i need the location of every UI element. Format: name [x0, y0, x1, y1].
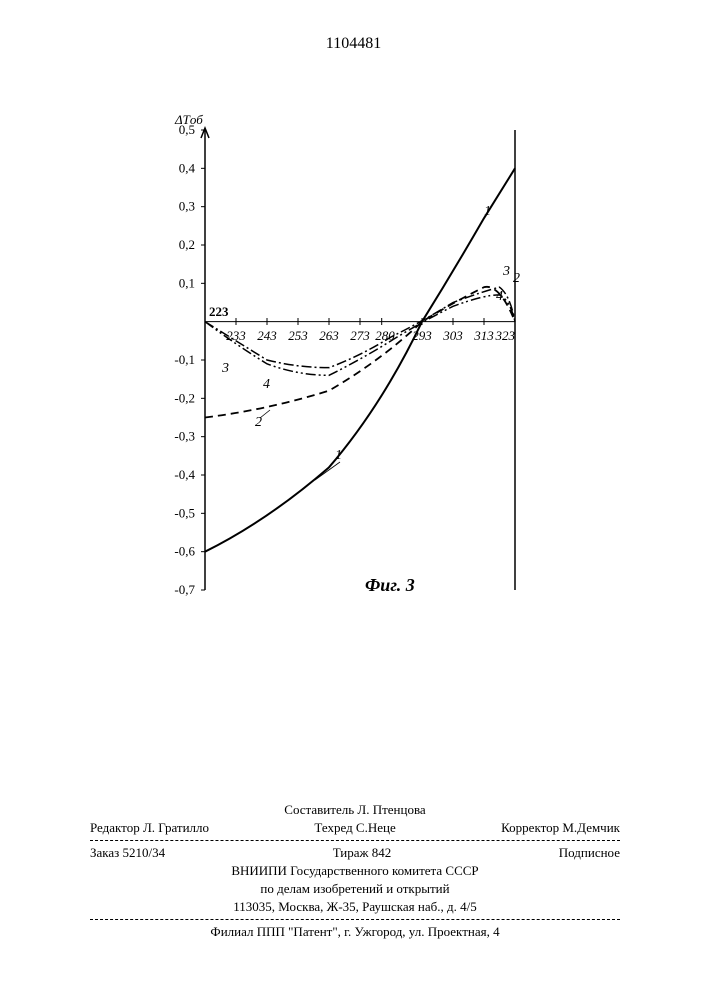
order: Заказ 5210/34	[90, 845, 165, 861]
curve-1	[205, 168, 515, 551]
leader-2	[260, 410, 270, 418]
svg-text:-0,1: -0,1	[174, 352, 195, 367]
x-ticks: 223 233 243 253 263 273 280 293 303 313 …	[209, 304, 516, 343]
corrector: Корректор М.Демчик	[501, 820, 620, 836]
compiler-line: Составитель Л. Птенцова	[90, 802, 620, 818]
divider-2	[90, 919, 620, 920]
tech-editor: Техред С.Неце	[314, 820, 395, 836]
svg-text:-0,7: -0,7	[174, 582, 195, 597]
curve-2	[205, 287, 515, 418]
svg-text:323: 323	[495, 328, 516, 343]
y-axis-label: ΔTоб	[174, 112, 203, 127]
svg-text:0,3: 0,3	[179, 199, 195, 214]
chart: -0,7 -0,6 -0,5 -0,4 -0,3 -0,2 -0,1 0,1 0…	[145, 100, 545, 620]
leader-1	[315, 462, 340, 480]
svg-text:0,4: 0,4	[179, 160, 196, 175]
curve-label-4: 4	[263, 377, 270, 392]
svg-text:0,2: 0,2	[179, 237, 195, 252]
editor: Редактор Л. Гратилло	[90, 820, 209, 836]
colophon: Составитель Л. Птенцова Редактор Л. Грат…	[90, 800, 620, 942]
address1: 113035, Москва, Ж-35, Раушская наб., д. …	[90, 899, 620, 915]
svg-text:273: 273	[350, 328, 370, 343]
order-row: Заказ 5210/34 Тираж 842 Подписное	[90, 845, 620, 861]
svg-text:0,1: 0,1	[179, 275, 195, 290]
curve-label-2b: 2	[513, 271, 520, 286]
svg-text:-0,6: -0,6	[174, 544, 195, 559]
svg-text:-0,2: -0,2	[174, 390, 195, 405]
svg-text:313: 313	[473, 328, 494, 343]
svg-text:223: 223	[209, 304, 229, 319]
curve-label-4b: 4	[496, 289, 503, 304]
circulation: Тираж 842	[333, 845, 392, 861]
divider-1	[90, 840, 620, 841]
page-number: 1104481	[326, 35, 381, 53]
svg-text:-0,4: -0,4	[174, 467, 195, 482]
svg-text:303: 303	[442, 328, 463, 343]
curve-label-3b: 3	[502, 264, 510, 279]
svg-text:253: 253	[288, 328, 308, 343]
figure-caption: Фиг. 3	[365, 575, 415, 596]
svg-text:263: 263	[319, 328, 339, 343]
svg-text:-0,5: -0,5	[174, 505, 195, 520]
chart-svg: -0,7 -0,6 -0,5 -0,4 -0,3 -0,2 -0,1 0,1 0…	[145, 100, 545, 620]
subscription: Подписное	[559, 845, 620, 861]
svg-text:243: 243	[257, 328, 277, 343]
curve-label-3: 3	[221, 361, 229, 376]
org1: ВНИИПИ Государственного комитета СССР	[90, 863, 620, 879]
curve-label-1a: 1	[484, 204, 491, 219]
org2: по делам изобретений и открытий	[90, 881, 620, 897]
branch: Филиал ППП "Патент", г. Ужгород, ул. Про…	[90, 924, 620, 940]
editor-row: Редактор Л. Гратилло Техред С.Неце Корре…	[90, 820, 620, 836]
svg-text:-0,3: -0,3	[174, 429, 195, 444]
curve-label-1b: 1	[335, 448, 342, 463]
y-ticks: -0,7 -0,6 -0,5 -0,4 -0,3 -0,2 -0,1 0,1 0…	[174, 122, 205, 597]
